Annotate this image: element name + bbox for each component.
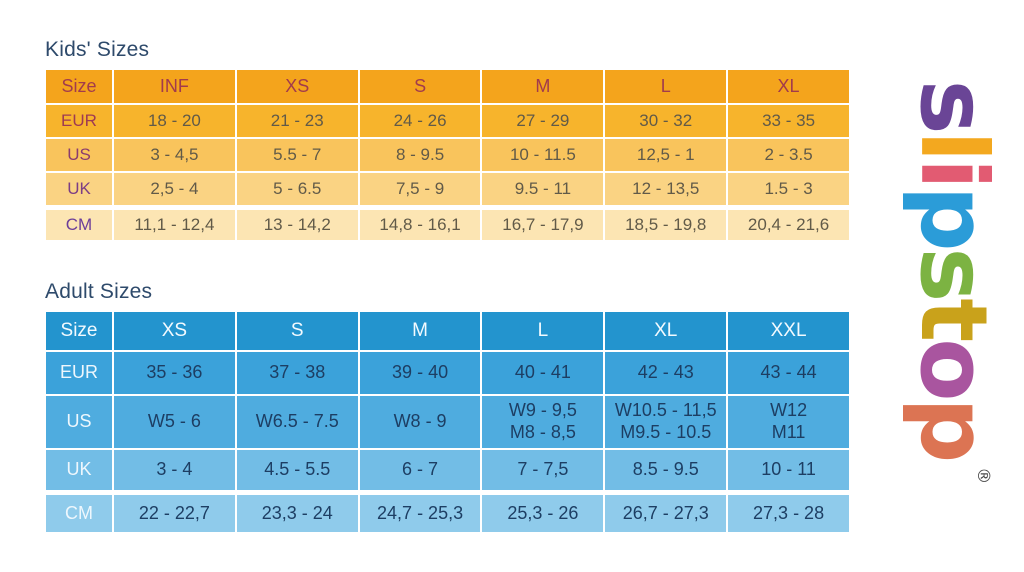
size-cell: 8 - 9.5 [359,139,481,171]
size-cell: 35 - 36 [114,352,235,394]
column-header: XS [236,70,358,103]
size-cell: 6 - 7 [359,450,481,490]
registered-trademark-icon: ® [973,467,994,485]
size-cell: 3 - 4,5 [114,139,235,171]
logo-letter: i [900,158,1007,186]
size-cell: 25,3 - 26 [482,492,604,532]
logo-letter: p [900,185,1007,248]
size-cell: 2 - 3.5 [728,139,849,171]
size-cell: 12,5 - 1 [605,139,727,171]
size-cell: 23,3 - 24 [236,492,358,532]
column-header: S [236,312,358,350]
size-cell: 20,4 - 21,6 [728,207,849,240]
size-cell: W6.5 - 7.5 [236,396,358,448]
size-cell: 14,8 - 16,1 [359,207,481,240]
row-label: EUR [46,352,112,394]
table-row: US W5 - 6 W6.5 - 7.5 W8 - 9 W9 - 9,5 M8 … [46,396,849,448]
table-header-row: Size XS S M L XL XXL [46,312,849,350]
size-cell: 27 - 29 [482,105,604,137]
size-cell: 18,5 - 19,8 [605,207,727,240]
size-cell: 22 - 22,7 [114,492,235,532]
table-row: EUR 35 - 36 37 - 38 39 - 40 40 - 41 42 -… [46,352,849,394]
size-cell: 7 - 7,5 [482,450,604,490]
column-header: M [482,70,604,103]
logo-letter: s [900,79,1007,131]
size-cell: 12 - 13,5 [605,173,727,205]
size-cell: 30 - 32 [605,105,727,137]
table-row: CM 22 - 22,7 23,3 - 24 24,7 - 25,3 25,3 … [46,492,849,532]
size-cell: 10 - 11 [728,450,849,490]
size-cell: 27,3 - 28 [728,492,849,532]
column-header: INF [114,70,235,103]
size-cell: W12 M11 [728,396,849,448]
size-cell: 7,5 - 9 [359,173,481,205]
adult-title: Adult Sizes [45,280,153,303]
size-cell: W8 - 9 [359,396,481,448]
row-label: US [46,139,112,171]
row-label: EUR [46,105,112,137]
logo-letter: s [900,247,1007,299]
size-cell: 10 - 11.5 [482,139,604,171]
size-cell: 13 - 14,2 [236,207,358,240]
table-header-row: Size INF XS S M L XL [46,70,849,103]
logo-letter: l [900,130,1007,159]
adult-size-table: Size XS S M L XL XXL EUR 35 - 36 37 - 38… [44,310,851,534]
kids-title: Kids' Sizes [45,38,150,61]
column-header: XS [114,312,235,350]
size-cell: 33 - 35 [728,105,849,137]
row-label: UK [46,173,112,205]
size-cell: 5.5 - 7 [236,139,358,171]
row-label: CM [46,207,112,240]
table-row: UK 2,5 - 4 5 - 6.5 7,5 - 9 9.5 - 11 12 -… [46,173,849,205]
table-row: UK 3 - 4 4.5 - 5.5 6 - 7 7 - 7,5 8.5 - 9… [46,450,849,490]
size-cell: 24 - 26 [359,105,481,137]
logo-letter: t [900,298,1007,339]
size-cell: W5 - 6 [114,396,235,448]
row-label: US [46,396,112,448]
kids-size-table: Size INF XS S M L XL EUR 18 - 20 21 - 23… [44,68,851,242]
size-cell: 42 - 43 [605,352,727,394]
size-cell: 18 - 20 [114,105,235,137]
row-label: CM [46,492,112,532]
size-cell: 8.5 - 9.5 [605,450,727,490]
column-header: L [482,312,604,350]
size-cell: 11,1 - 12,4 [114,207,235,240]
column-header: S [359,70,481,103]
size-cell: 16,7 - 17,9 [482,207,604,240]
table-row: EUR 18 - 20 21 - 23 24 - 26 27 - 29 30 -… [46,105,849,137]
column-header: L [605,70,727,103]
size-cell: 43 - 44 [728,352,849,394]
column-header: Size [46,70,112,103]
row-label: UK [46,450,112,490]
size-cell: 5 - 6.5 [236,173,358,205]
column-header: XL [605,312,727,350]
column-header: XXL [728,312,849,350]
size-cell: W10.5 - 11,5 M9.5 - 10.5 [605,396,727,448]
size-cell: 9.5 - 11 [482,173,604,205]
adult-size-chart: Adult Sizes Size XS S M L XL XXL EUR 35 … [44,280,851,534]
slipstop-logo: s l i p s t o p ® [893,80,1013,485]
size-cell: 4.5 - 5.5 [236,450,358,490]
size-cell: 37 - 38 [236,352,358,394]
size-cell: 3 - 4 [114,450,235,490]
column-header: M [359,312,481,350]
size-cell: 2,5 - 4 [114,173,235,205]
logo-letter: p [900,397,1007,460]
table-row: CM 11,1 - 12,4 13 - 14,2 14,8 - 16,1 16,… [46,207,849,240]
size-cell: 39 - 40 [359,352,481,394]
size-cell: 1.5 - 3 [728,173,849,205]
size-cell: 26,7 - 27,3 [605,492,727,532]
kids-size-chart: Kids' Sizes Size INF XS S M L XL EUR 18 … [44,38,851,242]
size-cell: W9 - 9,5 M8 - 8,5 [482,396,604,448]
logo-letter: o [900,338,1007,398]
table-row: US 3 - 4,5 5.5 - 7 8 - 9.5 10 - 11.5 12,… [46,139,849,171]
size-cell: 21 - 23 [236,105,358,137]
size-cell: 24,7 - 25,3 [359,492,481,532]
column-header: Size [46,312,112,350]
column-header: XL [728,70,849,103]
size-cell: 40 - 41 [482,352,604,394]
